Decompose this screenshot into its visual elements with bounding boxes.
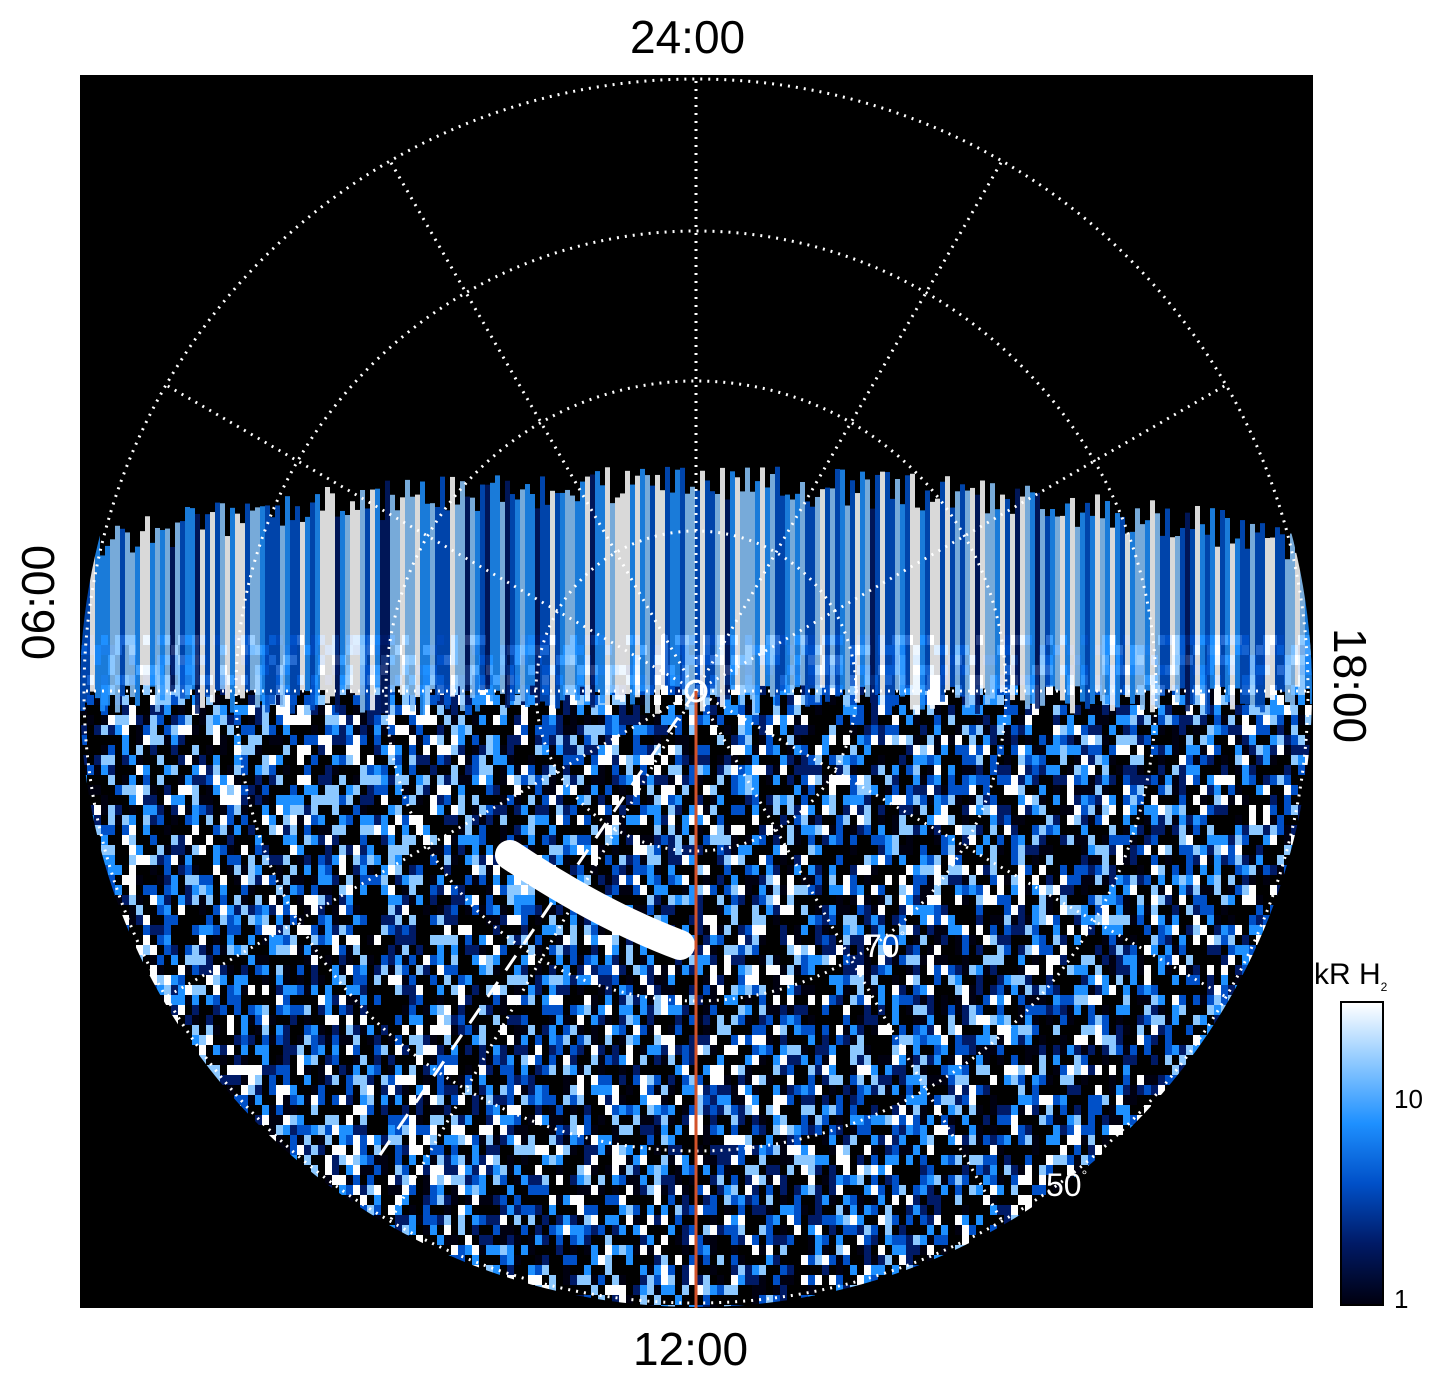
local-time-label-dawn: 06:00 [12, 544, 64, 660]
local-time-label-midnight: 24:00 [630, 11, 746, 63]
colorbar-tick-10: 10 [1394, 1084, 1423, 1114]
meridian-line [161, 689, 697, 1001]
latitude-circle [234, 229, 1158, 1153]
meridian-line [694, 690, 1006, 1226]
local-time-label-noon: 12:00 [633, 1323, 749, 1375]
meridian-line [161, 381, 697, 693]
colorbar [1340, 1001, 1384, 1306]
latitude-circle [384, 379, 1008, 1003]
colorbar-unit-label: kR H2 [1314, 958, 1388, 994]
latitude-label-50: 50° [1046, 1167, 1088, 1203]
auroral-polar-projection: 70° 50° [80, 75, 1313, 1308]
meridian-line [694, 156, 1006, 692]
meridian-line [695, 689, 1231, 1001]
meridian-line [695, 381, 1231, 693]
meridian-line [386, 690, 698, 1226]
colorbar-tick-1: 1 [1394, 1284, 1409, 1314]
local-time-label-dusk: 18:00 [1324, 628, 1376, 744]
meridian-line [386, 156, 698, 692]
polar-image-svg [80, 75, 1312, 1308]
latitude-label-70: 70° [864, 928, 906, 964]
pole-marker [684, 679, 708, 703]
